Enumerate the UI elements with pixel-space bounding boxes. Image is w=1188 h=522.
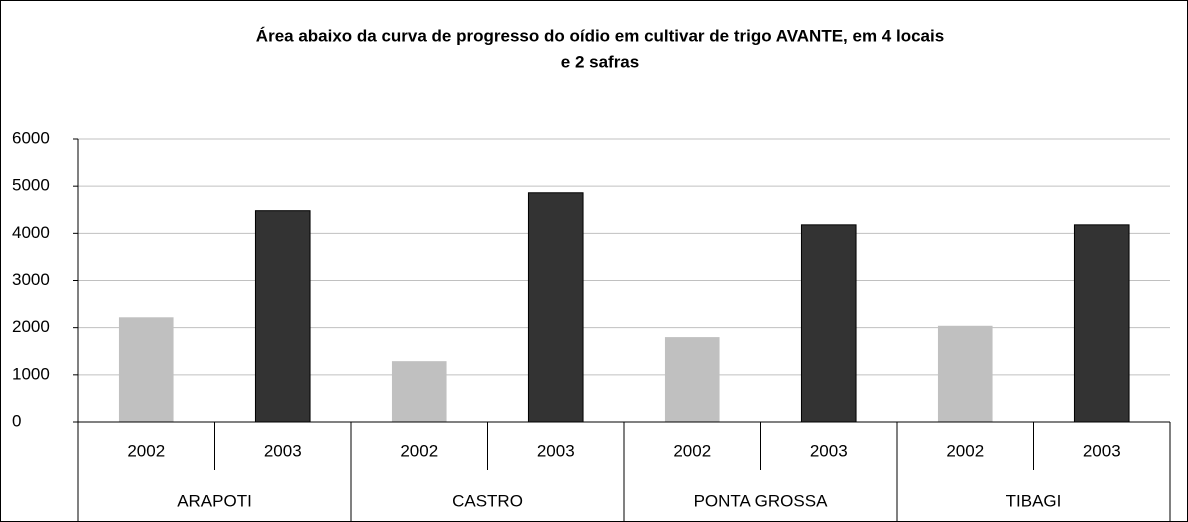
bar: [800, 224, 857, 423]
y-tick-label: 5000: [12, 176, 50, 195]
bar: [391, 361, 447, 422]
x-tick-label: 2002: [946, 441, 984, 460]
group-label: PONTA GROSSA: [694, 491, 828, 510]
group-label: CASTRO: [452, 491, 523, 510]
y-tick-label: 2000: [12, 317, 50, 336]
group-label: ARAPOTI: [177, 491, 252, 510]
bar: [527, 192, 584, 423]
bar: [1073, 224, 1130, 423]
y-tick-label: 1000: [12, 364, 50, 383]
y-tick-label: 3000: [12, 270, 50, 289]
x-tick-label: 2002: [400, 441, 438, 460]
x-tick-label: 2002: [127, 441, 165, 460]
group-label: TIBAGI: [1006, 491, 1062, 510]
x-tick-label: 2003: [537, 441, 575, 460]
chart-title: Área abaixo da curva de progresso do oíd…: [256, 26, 944, 45]
x-tick-label: 2002: [673, 441, 711, 460]
y-tick-label: 6000: [12, 128, 50, 147]
bar: [118, 317, 174, 422]
y-tick-label: 0: [12, 411, 21, 430]
bar: [664, 337, 720, 422]
chart-title: e 2 safras: [561, 52, 639, 71]
x-tick-label: 2003: [264, 441, 302, 460]
bar: [254, 210, 311, 423]
y-tick-label: 4000: [12, 223, 50, 242]
bar: [937, 325, 993, 422]
x-tick-label: 2003: [1083, 441, 1121, 460]
x-tick-label: 2003: [810, 441, 848, 460]
